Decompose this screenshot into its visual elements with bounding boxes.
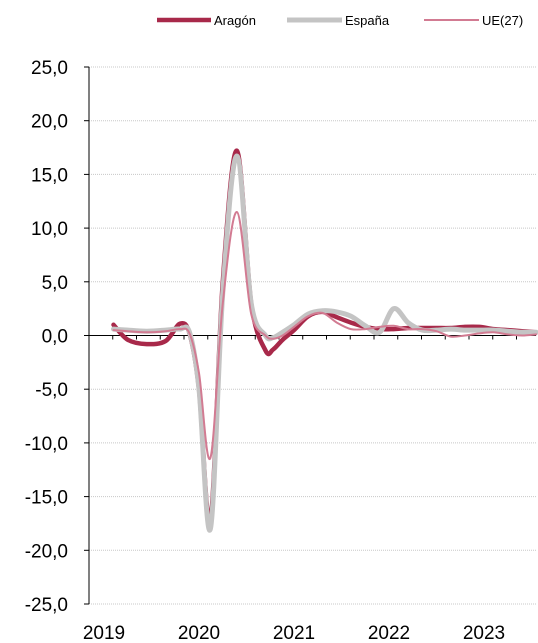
y-tick-label: 20,0 bbox=[31, 112, 68, 133]
y-tick-label: -15,0 bbox=[25, 488, 68, 509]
grid-lines bbox=[89, 66, 536, 605]
y-tick-label: -5,0 bbox=[35, 380, 68, 401]
y-axis-ticks: 25,0 20,0 15,0 10,0 5,0 0,0 -5,0 -10,0 -15,0 -20,… bbox=[25, 58, 89, 616]
legend-label: España bbox=[345, 13, 390, 28]
legend-label: Aragón bbox=[214, 13, 256, 28]
x-axis-ticks: 2019 2020 2021 2022 2023 bbox=[83, 335, 517, 643]
series-line-aragon bbox=[111, 148, 538, 525]
x-tick-label: 2020 bbox=[178, 623, 220, 643]
y-tick-label: -20,0 bbox=[25, 541, 68, 562]
y-tick-label: -10,0 bbox=[25, 434, 68, 455]
series-line-ue27 bbox=[112, 210, 538, 461]
y-tick-label: 10,0 bbox=[31, 219, 68, 240]
series-lines bbox=[111, 148, 538, 533]
y-tick-label: 5,0 bbox=[42, 273, 68, 294]
legend-label: UE(27) bbox=[482, 13, 523, 28]
y-tick-label: -25,0 bbox=[25, 595, 68, 616]
y-tick-label: 25,0 bbox=[31, 58, 68, 79]
series-line-espana bbox=[111, 153, 538, 533]
y-tick-label: 15,0 bbox=[31, 165, 68, 186]
y-tick-label: 0,0 bbox=[42, 327, 68, 348]
x-tick-label: 2019 bbox=[83, 623, 125, 643]
x-tick-label: 2021 bbox=[273, 623, 315, 643]
x-tick-label: 2022 bbox=[368, 623, 410, 643]
legend: Aragón España UE(27) bbox=[157, 13, 523, 28]
x-tick-label: 2023 bbox=[463, 623, 505, 643]
